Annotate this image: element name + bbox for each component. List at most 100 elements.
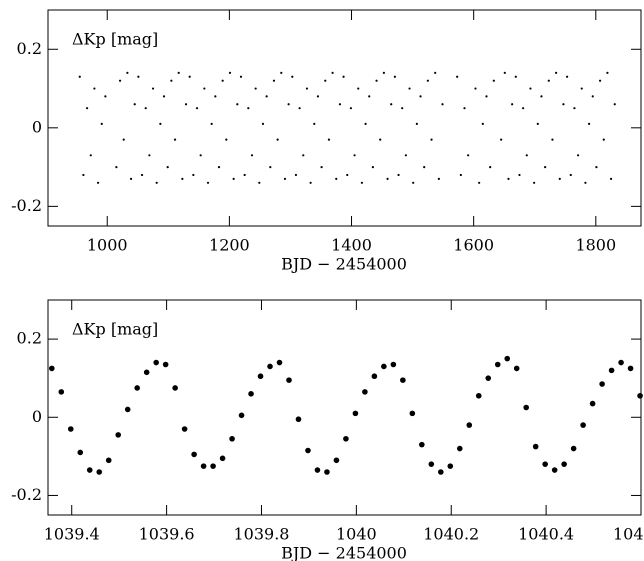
point xyxy=(137,75,140,78)
point xyxy=(200,463,207,469)
point xyxy=(280,71,283,74)
point xyxy=(513,365,520,372)
y-tick-label: 0 xyxy=(32,117,42,136)
point xyxy=(637,392,643,399)
point xyxy=(618,359,624,366)
point xyxy=(589,400,596,407)
x-axis-label: BJD − 2454000 xyxy=(281,255,407,274)
point xyxy=(172,385,178,391)
point xyxy=(236,103,239,106)
point xyxy=(390,103,393,106)
point xyxy=(338,103,342,106)
point xyxy=(492,79,495,82)
point xyxy=(170,79,173,82)
point xyxy=(58,389,65,395)
point xyxy=(569,173,572,177)
point xyxy=(195,107,199,110)
point xyxy=(232,177,235,180)
point xyxy=(522,107,525,110)
x-tick-label: 1800 xyxy=(575,236,616,255)
point xyxy=(371,373,378,380)
point xyxy=(298,107,301,110)
point xyxy=(250,154,254,157)
point xyxy=(474,87,477,90)
point xyxy=(191,451,197,458)
point xyxy=(265,95,268,98)
point xyxy=(316,95,320,98)
point xyxy=(627,365,634,372)
point xyxy=(217,165,221,169)
point xyxy=(261,122,265,125)
point xyxy=(115,165,118,169)
point xyxy=(434,71,437,74)
x-tick-label: 1200 xyxy=(209,236,250,255)
point xyxy=(404,154,407,157)
y-tick-label: -0.2 xyxy=(11,196,42,215)
point xyxy=(159,122,162,125)
point xyxy=(320,165,323,169)
point xyxy=(500,138,503,141)
point xyxy=(331,71,334,74)
point xyxy=(48,365,55,372)
point xyxy=(438,469,444,475)
point xyxy=(134,385,140,391)
point xyxy=(78,75,81,78)
point xyxy=(151,87,155,90)
point xyxy=(529,87,532,90)
point xyxy=(459,173,462,177)
point xyxy=(335,177,338,180)
point xyxy=(257,373,264,380)
point xyxy=(511,103,514,106)
point xyxy=(203,87,206,90)
point xyxy=(67,426,74,432)
point xyxy=(229,435,235,442)
y-tick-label: -0.2 xyxy=(11,485,42,504)
point xyxy=(199,154,202,157)
point xyxy=(105,457,112,464)
point xyxy=(124,406,131,413)
point xyxy=(96,181,100,184)
point xyxy=(587,122,591,125)
point xyxy=(214,95,217,98)
point xyxy=(532,443,539,450)
plot-frame xyxy=(47,9,642,227)
point xyxy=(379,138,382,141)
point xyxy=(466,422,473,428)
point xyxy=(86,467,93,473)
x-tick-label: 1040.2 xyxy=(423,525,479,544)
point xyxy=(551,467,558,473)
point xyxy=(525,154,528,157)
point xyxy=(576,154,580,157)
point xyxy=(286,377,292,383)
point xyxy=(353,154,356,157)
point xyxy=(148,154,151,157)
point xyxy=(294,173,298,177)
point xyxy=(408,87,411,90)
y-tick-label: 0.2 xyxy=(17,329,42,348)
point xyxy=(397,173,400,177)
point xyxy=(584,181,587,184)
point xyxy=(272,79,276,82)
point xyxy=(324,469,330,475)
point xyxy=(570,445,577,452)
point xyxy=(122,138,125,141)
point xyxy=(595,165,598,169)
point xyxy=(291,75,294,78)
point xyxy=(504,355,511,362)
x-tick-label: 1040.6 xyxy=(613,525,644,544)
point xyxy=(381,363,387,370)
point xyxy=(89,154,92,157)
point xyxy=(93,87,96,90)
point xyxy=(419,95,422,98)
y-tick-label: 0.2 xyxy=(17,39,42,58)
point xyxy=(239,75,243,78)
point xyxy=(558,177,561,180)
y-tick-label: 0 xyxy=(32,407,42,426)
point xyxy=(507,177,510,180)
point xyxy=(423,165,426,169)
point xyxy=(219,455,226,462)
point xyxy=(352,410,359,417)
point xyxy=(100,122,103,125)
point xyxy=(349,107,353,110)
point xyxy=(225,138,228,141)
